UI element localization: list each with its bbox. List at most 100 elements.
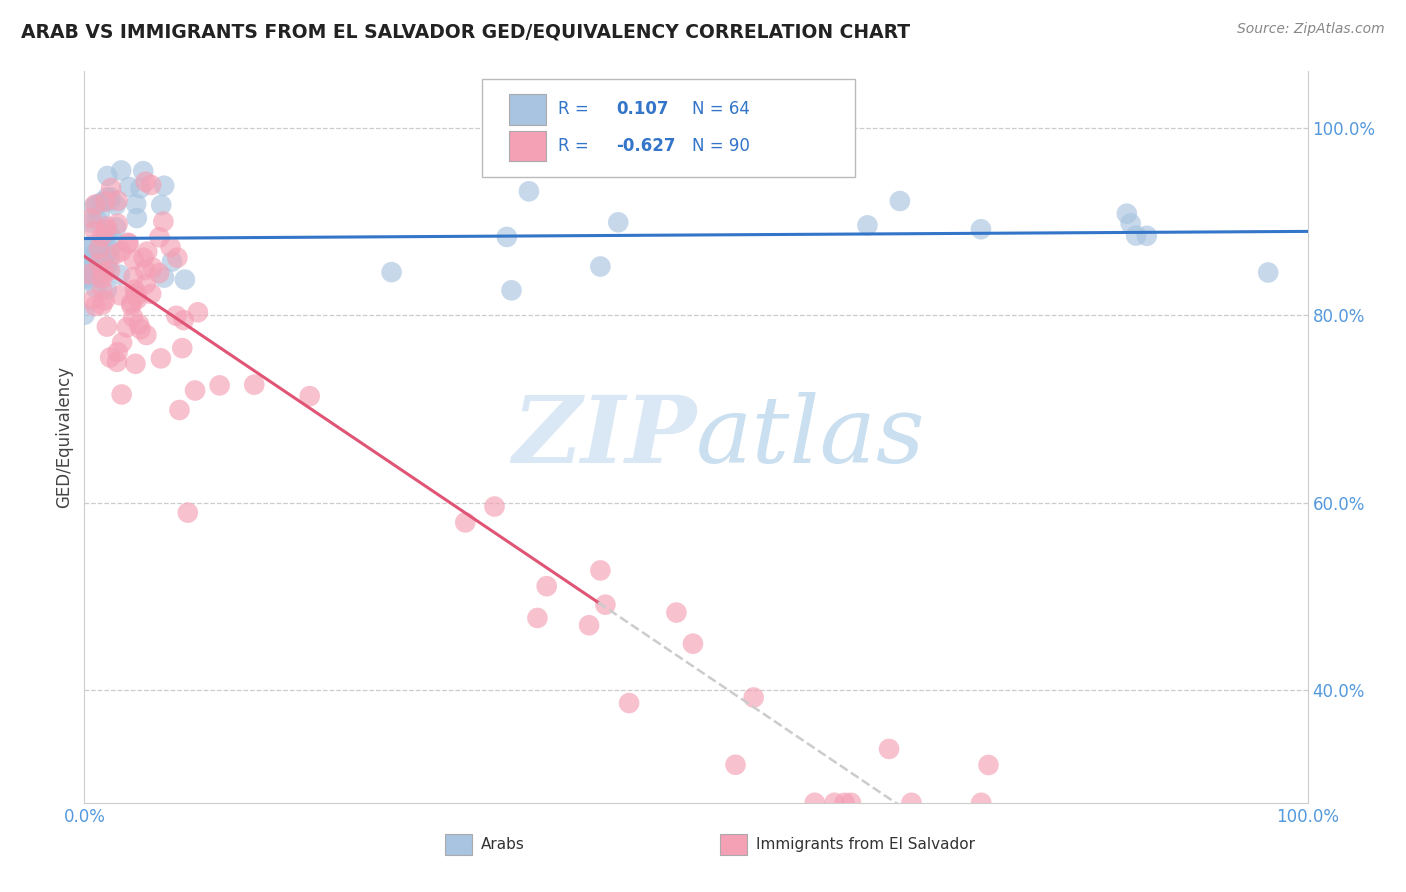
- Point: [83, 224, 105, 238]
- FancyBboxPatch shape: [482, 78, 855, 178]
- Point: [484, 500, 506, 514]
- Point: [665, 606, 688, 620]
- Point: [595, 598, 617, 612]
- Point: [90, 195, 112, 210]
- Point: [76, 252, 98, 267]
- FancyBboxPatch shape: [509, 130, 546, 161]
- Point: [90, 229, 112, 244]
- Point: [517, 184, 540, 198]
- Point: [94, 293, 117, 308]
- Text: R =: R =: [558, 101, 589, 119]
- Point: [89, 235, 111, 250]
- Point: [970, 222, 993, 236]
- Point: [125, 286, 148, 301]
- Point: [82, 249, 104, 263]
- Point: [135, 175, 157, 189]
- Point: [108, 268, 131, 282]
- Point: [110, 244, 132, 259]
- Text: Immigrants from El Salvador: Immigrants from El Salvador: [756, 837, 974, 852]
- Point: [141, 260, 163, 275]
- Point: [135, 277, 157, 291]
- Point: [141, 286, 163, 301]
- Point: [803, 796, 825, 810]
- Point: [298, 389, 321, 403]
- Point: [111, 335, 134, 350]
- Point: [1125, 228, 1147, 243]
- Point: [172, 341, 194, 355]
- Point: [125, 211, 148, 225]
- Point: [977, 758, 1000, 772]
- Point: [118, 180, 141, 194]
- Point: [122, 270, 145, 285]
- Y-axis label: GED/Equivalency: GED/Equivalency: [55, 366, 73, 508]
- Point: [105, 355, 128, 369]
- Point: [153, 270, 176, 285]
- Point: [96, 319, 118, 334]
- Point: [100, 181, 122, 195]
- Point: [91, 261, 114, 276]
- Point: [93, 265, 115, 279]
- Point: [208, 378, 231, 392]
- Point: [87, 242, 110, 256]
- Point: [100, 190, 122, 204]
- Point: [96, 169, 118, 183]
- Point: [526, 611, 548, 625]
- Point: [122, 310, 145, 325]
- Point: [184, 384, 207, 398]
- Point: [87, 256, 110, 270]
- Point: [98, 243, 121, 257]
- Text: Arabs: Arabs: [481, 837, 524, 852]
- Point: [86, 213, 108, 227]
- Point: [823, 796, 845, 810]
- Text: -0.627: -0.627: [616, 137, 676, 155]
- FancyBboxPatch shape: [446, 833, 472, 855]
- Point: [900, 796, 922, 810]
- Point: [134, 263, 156, 277]
- Point: [127, 292, 149, 306]
- FancyBboxPatch shape: [720, 833, 748, 855]
- Point: [380, 265, 402, 279]
- Point: [96, 282, 118, 296]
- Point: [73, 271, 96, 285]
- Point: [77, 268, 100, 282]
- Point: [117, 236, 139, 251]
- Point: [96, 260, 118, 275]
- Point: [80, 211, 103, 225]
- Point: [94, 228, 117, 243]
- Point: [77, 269, 100, 284]
- Point: [169, 403, 191, 417]
- Point: [101, 231, 124, 245]
- Point: [165, 309, 187, 323]
- Point: [153, 178, 176, 193]
- Point: [148, 230, 170, 244]
- Point: [107, 194, 129, 208]
- Point: [96, 224, 118, 238]
- Point: [177, 506, 200, 520]
- Point: [124, 357, 146, 371]
- Point: [1115, 207, 1137, 221]
- Point: [152, 214, 174, 228]
- Point: [589, 563, 612, 577]
- Point: [454, 516, 477, 530]
- Point: [84, 262, 107, 277]
- Point: [607, 215, 630, 229]
- Point: [120, 298, 142, 312]
- Point: [89, 242, 111, 256]
- Point: [122, 252, 145, 267]
- Point: [110, 163, 132, 178]
- Text: atlas: atlas: [696, 392, 925, 482]
- Point: [589, 260, 612, 274]
- Text: Source: ZipAtlas.com: Source: ZipAtlas.com: [1237, 22, 1385, 37]
- Point: [1257, 266, 1279, 280]
- Point: [89, 208, 111, 222]
- Point: [128, 318, 150, 332]
- Point: [125, 197, 148, 211]
- Text: ZIP: ZIP: [512, 392, 696, 482]
- Point: [73, 308, 96, 322]
- Point: [129, 181, 152, 195]
- Point: [98, 263, 121, 277]
- Point: [682, 637, 704, 651]
- Point: [108, 288, 131, 302]
- Point: [125, 289, 148, 303]
- Point: [136, 244, 159, 259]
